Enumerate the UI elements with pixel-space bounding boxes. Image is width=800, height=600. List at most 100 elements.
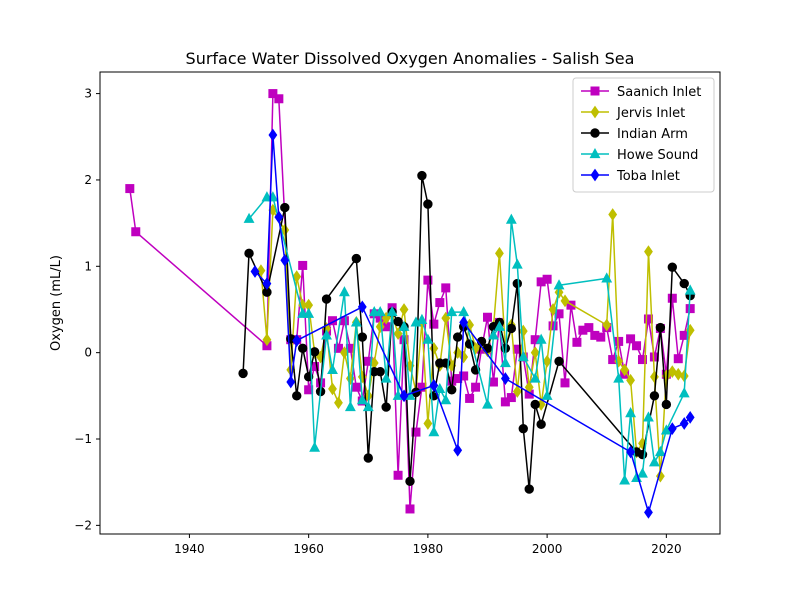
y-axis-title: Oxygen (mL/L) — [49, 255, 64, 351]
data-point-toba-inlet — [644, 506, 653, 519]
y-axis: −2 −1 0 1 2 3 — [74, 87, 100, 532]
legend-marker — [590, 86, 600, 96]
data-point-howe-sound — [678, 387, 690, 398]
data-point-howe-sound — [553, 279, 565, 290]
x-tick-label: 1980 — [413, 542, 444, 556]
data-point-toba-inlet — [500, 372, 510, 385]
x-tick-label: 2000 — [532, 542, 563, 556]
data-point-howe-sound — [637, 467, 648, 478]
data-point-saanich-inlet — [274, 94, 284, 104]
legend-label: Indian Arm — [617, 127, 688, 142]
data-point-indian-arm — [238, 368, 248, 379]
data-point-toba-inlet — [679, 417, 689, 430]
data-point-jervis-inlet — [560, 294, 570, 308]
data-point-indian-arm — [536, 419, 546, 430]
data-point-jervis-inlet — [423, 417, 433, 430]
data-point-saanich-inlet — [125, 184, 135, 194]
data-point-howe-sound — [428, 426, 440, 437]
data-point-saanich-inlet — [626, 334, 636, 344]
data-point-jervis-inlet — [626, 373, 635, 387]
data-point-indian-arm — [321, 294, 332, 304]
plot-frame — [99, 71, 721, 535]
data-point-howe-sound — [309, 441, 321, 452]
y-tick-label: 2 — [84, 173, 92, 187]
data-point-saanich-inlet — [429, 319, 439, 329]
data-point-saanich-inlet — [488, 377, 498, 387]
data-point-howe-sound — [398, 320, 410, 331]
data-point-toba-inlet — [292, 334, 302, 347]
data-point-indian-arm — [357, 332, 368, 342]
data-point-howe-sound — [499, 356, 511, 368]
data-point-howe-sound — [619, 474, 631, 485]
data-point-howe-sound — [613, 372, 625, 383]
data-point-saanich-inlet — [405, 504, 415, 514]
data-point-howe-sound — [601, 272, 613, 283]
data-point-howe-sound — [327, 363, 338, 375]
data-point-howe-sound — [684, 284, 696, 295]
data-point-saanich-inlet — [131, 227, 141, 237]
data-point-toba-inlet — [453, 443, 463, 457]
data-point-saanich-inlet — [638, 355, 647, 365]
data-point-howe-sound — [541, 389, 553, 400]
legend-label: Saanich Inlet — [617, 85, 701, 100]
data-point-toba-inlet — [626, 445, 635, 459]
data-point-toba-inlet — [399, 389, 409, 403]
data-point-indian-arm — [351, 253, 362, 264]
data-point-saanich-inlet — [465, 393, 475, 403]
data-point-howe-sound — [654, 445, 666, 457]
data-point-howe-sound — [344, 400, 356, 412]
data-point-howe-sound — [458, 306, 470, 317]
data-point-toba-inlet — [357, 300, 367, 314]
data-point-toba-inlet — [667, 422, 677, 436]
data-point-indian-arm — [679, 278, 689, 289]
data-point-indian-arm — [661, 399, 672, 410]
y-tick-label: −2 — [74, 518, 92, 532]
data-point-jervis-inlet — [644, 245, 653, 258]
legend-marker — [590, 168, 600, 182]
data-point-howe-sound — [303, 307, 315, 318]
legend-label: Jervis Inlet — [616, 106, 685, 121]
data-point-indian-arm — [393, 316, 403, 327]
data-point-saanich-inlet — [471, 382, 481, 392]
data-point-jervis-inlet — [399, 303, 409, 316]
data-point-saanich-inlet — [423, 275, 433, 285]
data-point-jervis-inlet — [256, 264, 266, 277]
data-point-indian-arm — [244, 248, 254, 259]
data-point-howe-sound — [517, 350, 529, 362]
data-point-howe-sound — [380, 372, 392, 383]
x-tick-label: 1960 — [293, 542, 324, 556]
data-point-howe-sound — [321, 329, 332, 340]
data-point-howe-sound — [422, 333, 434, 344]
data-point-saanich-inlet — [572, 337, 582, 347]
data-point-saanich-inlet — [566, 300, 576, 310]
data-point-indian-arm — [309, 347, 320, 357]
data-point-indian-arm — [297, 343, 308, 354]
data-point-indian-arm — [417, 170, 427, 181]
data-point-jervis-inlet — [280, 223, 290, 237]
legend-marker — [590, 105, 600, 119]
data-point-howe-sound — [362, 400, 374, 412]
series-indian-arm — [238, 170, 695, 494]
data-point-toba-inlet — [429, 379, 439, 392]
data-point-jervis-inlet — [262, 333, 272, 347]
data-point-saanich-inlet — [673, 354, 683, 364]
data-point-indian-arm — [280, 202, 290, 213]
data-point-jervis-inlet — [548, 303, 558, 316]
data-point-howe-sound — [505, 213, 517, 224]
data-point-jervis-inlet — [393, 327, 403, 341]
data-point-saanich-inlet — [435, 298, 445, 308]
data-point-jervis-inlet — [620, 363, 630, 377]
x-axis: 1940 1960 1980 2000 2020 — [174, 534, 682, 556]
data-point-howe-sound — [446, 306, 458, 317]
data-point-saanich-inlet — [643, 314, 653, 324]
data-point-saanich-inlet — [483, 312, 492, 322]
y-tick-label: 1 — [84, 259, 92, 273]
data-point-indian-arm — [518, 423, 528, 434]
data-point-jervis-inlet — [542, 354, 552, 368]
data-point-indian-arm — [452, 332, 463, 342]
data-point-indian-arm — [554, 356, 564, 366]
legend-item-jervis-inlet: Jervis Inlet — [581, 105, 685, 121]
data-point-jervis-inlet — [554, 285, 564, 299]
y-tick-label: −1 — [74, 432, 92, 446]
